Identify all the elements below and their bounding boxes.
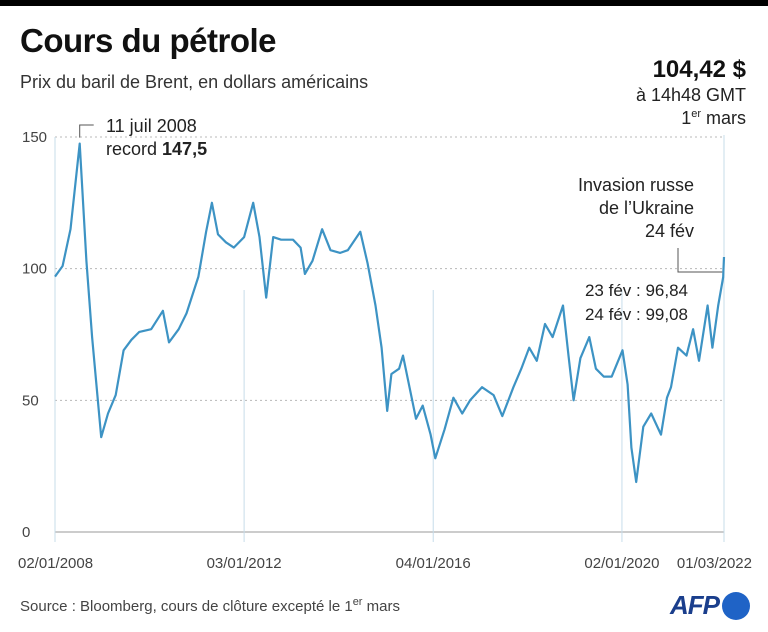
latest-price-value: 104,42 $ <box>652 56 746 83</box>
latest-price-date: 1er mars <box>636 107 746 130</box>
record-leader-line <box>79 124 94 138</box>
y-tick-label-150: 150 <box>22 129 47 146</box>
record-prefix: record <box>106 139 163 159</box>
latest-date-sup: er <box>691 108 701 120</box>
x-tick-label-2: 04/01/2016 <box>396 555 471 572</box>
line-chart: 0 50 100 150 02/01/2008 03/01/2012 04/01/2016… <box>18 124 752 572</box>
x-tick-label-3: 02/01/2020 <box>584 555 659 572</box>
invasion-line2: de l’Ukraine <box>598 198 694 218</box>
afp-logo-text: AFP <box>670 590 720 620</box>
y-tick-label-0: 0 <box>22 524 30 541</box>
x-tick-label-0: 02/01/2008 <box>18 555 93 572</box>
feb24-value: 24 fév : 99,08 <box>584 305 688 324</box>
invasion-line1: Invasion russe <box>577 175 694 195</box>
x-tick-label-1: 03/01/2012 <box>207 555 282 572</box>
latest-date-day: 1 <box>681 108 692 128</box>
invasion-annotation: Invasion russe de l’Ukraine 24 fév <box>578 174 694 243</box>
top-bar <box>0 0 768 6</box>
afp-logo: AFP <box>670 590 750 621</box>
y-tick-label-50: 50 <box>22 392 39 409</box>
source-note: Source : Bloomberg, cours de clôture exc… <box>20 596 400 616</box>
latest-price-box: 104,42 $ à 14h48 GMT 1er mars <box>636 56 746 130</box>
chart-subtitle: Prix du baril de Brent, en dollars améri… <box>20 72 369 92</box>
invasion-line3: 24 fév <box>644 221 694 241</box>
february-values-annotation: 23 fév : 96,84 24 fév : 99,08 <box>585 279 688 327</box>
source-suffix: mars <box>362 598 400 615</box>
record-label: record 147,5 <box>106 138 207 161</box>
chart-title: Cours du pétrole <box>20 22 277 59</box>
source-sup: er <box>352 596 363 608</box>
invasion-leader-line <box>677 248 723 273</box>
x-tick-label-4: 01/03/2022 <box>677 555 752 572</box>
grid-lines <box>54 135 725 542</box>
feb23-value: 23 fév : 96,84 <box>584 281 688 300</box>
record-value: 147,5 <box>162 139 208 159</box>
latest-price-time: à 14h48 GMT <box>635 85 746 105</box>
x-axis-ticks: 02/01/2008 03/01/2012 04/01/2016 02/01/2020… <box>18 555 752 572</box>
record-annotation: 11 juil 2008 record 147,5 <box>106 115 207 161</box>
afp-logo-dot <box>722 591 750 620</box>
source-prefix: Source : Bloomberg, cours de clôture exc… <box>20 598 353 615</box>
record-date: 11 juil 2008 <box>106 116 197 136</box>
latest-date-month: mars <box>706 108 746 128</box>
y-tick-label-100: 100 <box>22 261 47 278</box>
y-axis-ticks: 0 50 100 150 <box>22 129 47 541</box>
annotation-leaders <box>79 124 723 273</box>
brent-price-line <box>54 142 726 484</box>
